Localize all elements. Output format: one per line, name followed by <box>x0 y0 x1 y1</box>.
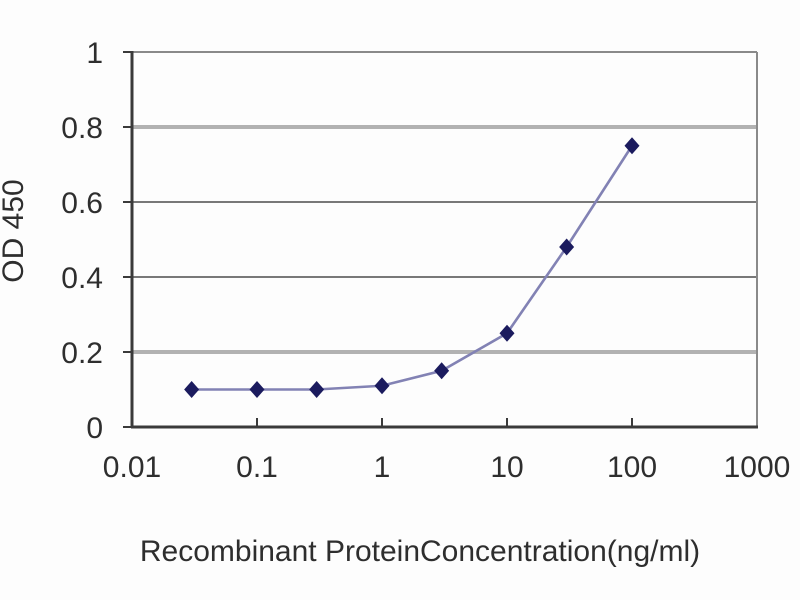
data-point-marker <box>249 381 265 398</box>
y-axis-title: OD 450 <box>0 179 30 282</box>
axis-ticks-group <box>123 51 633 428</box>
x-tick-label: 100 <box>607 451 657 484</box>
data-point-marker <box>559 238 575 256</box>
data-point-marker <box>184 381 200 398</box>
series-line <box>191 145 634 391</box>
x-tick-label: 10 <box>490 451 523 484</box>
x-tick-label: 0.1 <box>236 451 278 484</box>
y-tick-label: 0 <box>86 412 103 445</box>
x-tick-label: 1000 <box>724 451 791 484</box>
y-tick-label: 0.2 <box>61 337 103 370</box>
data-series-group <box>184 137 640 398</box>
data-point-marker <box>309 381 325 398</box>
y-tick-label: 0.4 <box>61 262 103 295</box>
data-point-marker <box>624 137 640 155</box>
x-tick-label: 0.01 <box>103 451 161 484</box>
data-point-marker <box>499 324 515 342</box>
gridlines-group <box>132 125 757 354</box>
x-axis-title: Recombinant ProteinConcentration(ng/ml) <box>140 535 700 568</box>
data-point-marker <box>374 377 390 395</box>
y-tick-label: 0.6 <box>61 187 103 220</box>
data-point-marker <box>434 362 450 380</box>
x-tick-label: 1 <box>374 451 391 484</box>
y-tick-label: 1 <box>86 37 103 70</box>
tick-labels-group: 1 0.8 0.6 0.4 0.2 00.01 0.1 1 10 100 1000 <box>61 37 790 484</box>
plot-frame-group <box>130 51 758 429</box>
y-tick-label: 0.8 <box>61 112 103 145</box>
